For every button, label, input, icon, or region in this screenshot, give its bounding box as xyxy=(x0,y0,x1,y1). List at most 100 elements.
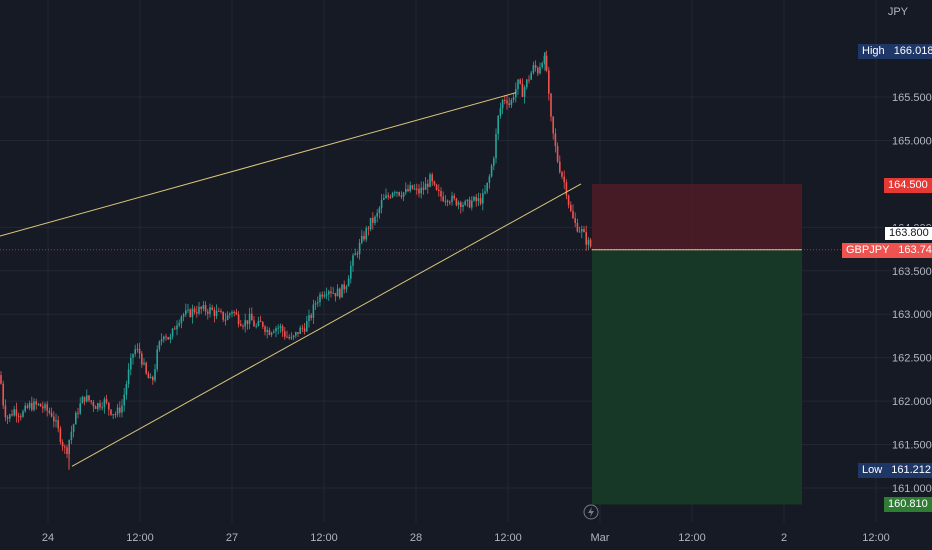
trend-channel[interactable] xyxy=(0,92,582,467)
candle-down xyxy=(251,313,253,321)
candle-up xyxy=(112,414,114,416)
candle-down xyxy=(460,202,462,208)
candle-down xyxy=(589,239,592,247)
stop-loss-zone[interactable] xyxy=(592,183,802,250)
candle-down xyxy=(240,324,242,326)
time-axis[interactable]: 24 12:00 27 12:00 28 12:00 Mar 12:00 2 12:00 xyxy=(42,532,890,544)
candle-up xyxy=(185,310,187,315)
candle-down xyxy=(204,305,207,312)
candle-down xyxy=(583,228,585,233)
candle-up xyxy=(358,242,361,255)
candle-up xyxy=(409,185,411,192)
candle-up xyxy=(273,331,275,333)
candle-down xyxy=(138,348,141,354)
candle-up xyxy=(493,158,495,166)
candle-down xyxy=(521,83,524,97)
candle-down xyxy=(119,407,121,413)
time-tick-label: 12:00 xyxy=(494,532,522,544)
position-zones[interactable] xyxy=(592,183,802,505)
channel-lower-line[interactable] xyxy=(71,183,582,467)
candle-down xyxy=(343,284,345,290)
candle-down xyxy=(301,327,304,329)
candle-down xyxy=(17,415,20,417)
candle-down xyxy=(534,65,537,68)
time-tick-label: Mar xyxy=(591,532,610,544)
candle-down xyxy=(211,307,213,310)
candle-up xyxy=(466,199,469,202)
candle-up xyxy=(121,405,123,413)
candle-up xyxy=(587,239,590,245)
candle-up xyxy=(578,231,581,233)
candle-down xyxy=(200,306,202,309)
candle-up xyxy=(539,66,541,74)
candlestick-series xyxy=(0,50,592,470)
candle-down xyxy=(246,320,249,324)
candle-down xyxy=(479,198,482,204)
candle-up xyxy=(299,327,301,334)
time-tick-label: 12:00 xyxy=(678,532,706,544)
candle-up xyxy=(292,335,295,337)
candle-up xyxy=(33,401,35,410)
candle-up xyxy=(244,320,246,327)
candle-up xyxy=(28,403,31,408)
candle-down xyxy=(207,311,209,314)
time-tick-label: 27 xyxy=(226,532,238,544)
candle-up xyxy=(424,183,427,190)
candle-up xyxy=(482,193,484,204)
price-tick-label: 161.500 xyxy=(892,440,932,452)
candle-down xyxy=(224,319,227,321)
candle-up xyxy=(149,376,152,379)
candle-up xyxy=(176,325,178,330)
time-tick-label: 12:00 xyxy=(862,532,890,544)
price-tick-label: 163.500 xyxy=(892,266,932,278)
candle-up xyxy=(55,420,57,422)
candle-up xyxy=(70,431,73,440)
candle-down xyxy=(167,337,169,340)
price-tick-label: 165.500 xyxy=(892,92,932,104)
candle-up xyxy=(402,192,405,197)
candle-up xyxy=(266,330,268,332)
candle-down xyxy=(147,373,150,379)
candle-down xyxy=(218,310,220,312)
candle-up xyxy=(198,306,200,314)
candle-down xyxy=(193,308,196,313)
candle-down xyxy=(39,403,42,407)
take-profit-price-badge: 160.810 xyxy=(884,497,932,512)
candle-down xyxy=(66,447,68,455)
candle-down xyxy=(53,416,55,422)
candle-down xyxy=(259,320,262,323)
candle-down xyxy=(92,402,95,407)
candle-up xyxy=(352,255,354,266)
candle-down xyxy=(222,311,224,320)
candle-down xyxy=(440,191,442,197)
candle-down xyxy=(64,446,66,448)
take-profit-zone[interactable] xyxy=(592,249,802,505)
candle-up xyxy=(231,311,233,314)
candle-down xyxy=(400,195,403,197)
lightning-icon[interactable] xyxy=(583,504,599,520)
candle-up xyxy=(308,315,310,322)
candle-down xyxy=(141,353,143,365)
candle-up xyxy=(24,405,26,412)
candle-down xyxy=(433,181,436,185)
candle-up xyxy=(471,200,473,208)
candle-down xyxy=(57,420,59,429)
candle-up xyxy=(123,394,125,406)
candle-down xyxy=(567,195,570,205)
candle-down xyxy=(334,293,337,297)
candle-up xyxy=(270,332,273,335)
candle-down xyxy=(506,100,508,104)
candle-down xyxy=(416,188,418,190)
candle-down xyxy=(363,235,365,240)
candle-up xyxy=(510,99,513,105)
candle-up xyxy=(103,399,106,408)
candle-up xyxy=(543,55,546,64)
candle-up xyxy=(396,192,398,194)
candle-down xyxy=(468,199,471,208)
channel-upper-line[interactable] xyxy=(0,92,517,237)
candle-down xyxy=(2,383,4,406)
candle-down xyxy=(61,441,64,447)
candle-up xyxy=(383,198,385,200)
candle-up xyxy=(134,349,136,354)
